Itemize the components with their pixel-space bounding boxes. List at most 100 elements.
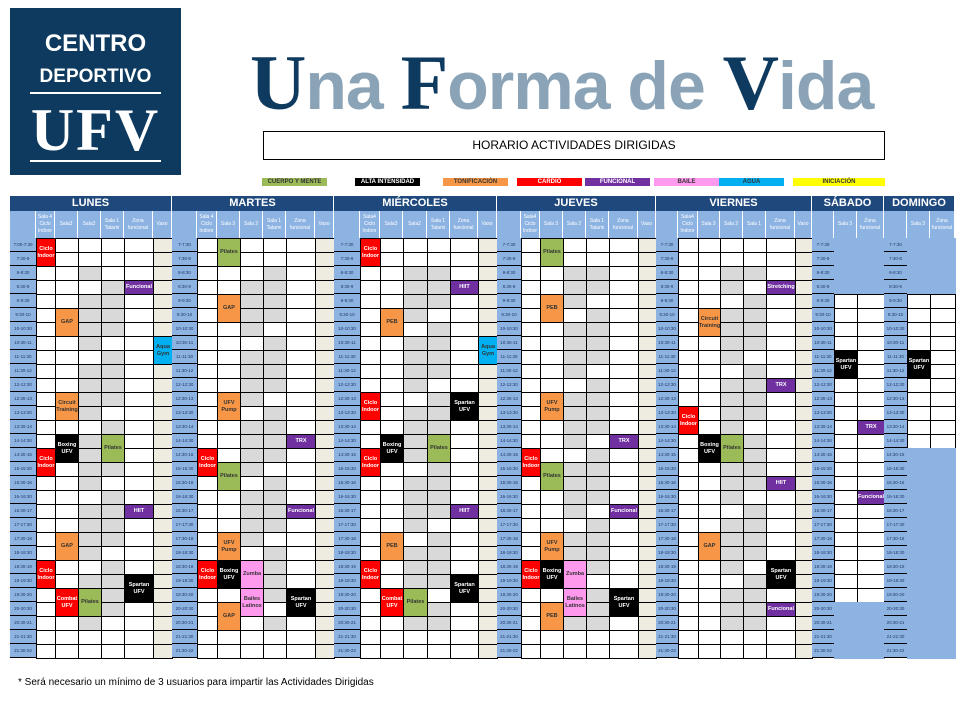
page-title: HORARIO ACTIVIDADES DIRIGIDAS <box>263 131 885 160</box>
time-slot-label: 7-7:30 <box>812 238 834 252</box>
schedule-cell <box>720 490 744 505</box>
time-slot-label: 17:30-18 <box>334 532 360 546</box>
slogan: Una Forma de Vida <box>250 38 874 128</box>
column-header-room: Sala 3 <box>217 211 240 238</box>
schedule-cell <box>766 448 796 463</box>
activity-pilates: Pilates <box>720 434 744 463</box>
schedule-cell <box>609 294 639 309</box>
schedule-cell <box>101 560 125 575</box>
schedule-cell <box>766 238 796 253</box>
schedule-cell <box>263 616 287 631</box>
schedule-cell <box>720 420 744 435</box>
time-slot-label: 13:30-14 <box>10 420 36 434</box>
time-slot-label: 19-19:30 <box>10 574 36 588</box>
time-slot-label: 8-8:30 <box>497 266 521 280</box>
time-slot-label: 19-19:30 <box>172 574 197 588</box>
schedule-cell <box>478 280 498 295</box>
schedule-cell <box>427 308 451 323</box>
activity-aqua-gym: Aqua Gym <box>153 336 173 365</box>
schedule-cell <box>217 350 241 365</box>
schedule-cell <box>698 266 721 281</box>
schedule-cell <box>907 266 931 281</box>
time-slot-label: 9:30-10 <box>497 308 521 322</box>
schedule-cell <box>36 532 56 547</box>
time-slot-label: 15:30-16 <box>884 476 907 490</box>
schedule-cell <box>478 322 498 337</box>
schedule-cell <box>101 546 125 561</box>
time-slot-label: 14:30-15 <box>334 448 360 462</box>
time-slot-label: 18-18:30 <box>334 546 360 560</box>
schedule-cell <box>930 266 956 281</box>
schedule-cell <box>698 504 721 519</box>
schedule-cell <box>55 560 79 575</box>
schedule-cell <box>930 588 956 603</box>
column-header-room: Sala 1 Tatami <box>427 211 450 238</box>
time-slot-label: 7:30-8 <box>812 252 834 266</box>
schedule-cell <box>427 336 451 351</box>
schedule-cell <box>78 336 102 351</box>
schedule-cell <box>101 294 125 309</box>
time-slot-label: 12:30-13 <box>497 392 521 406</box>
schedule-cell <box>563 448 587 463</box>
schedule-cell <box>78 504 102 519</box>
schedule-cell <box>124 490 154 505</box>
time-slot-label: 21-21:30 <box>172 630 197 644</box>
schedule-cell <box>795 350 813 365</box>
schedule-cell <box>124 378 154 393</box>
time-slot-label: 15:30-16 <box>497 476 521 490</box>
schedule-cell <box>286 630 316 645</box>
schedule-cell <box>678 616 699 631</box>
time-slot-label: 10-10:30 <box>812 322 834 336</box>
schedule-cell <box>197 630 218 645</box>
schedule-cell <box>403 616 428 631</box>
schedule-cell <box>609 322 639 337</box>
schedule-cell <box>907 616 931 631</box>
schedule-cell <box>101 420 125 435</box>
schedule-cell <box>930 378 956 393</box>
schedule-cell <box>315 392 335 407</box>
schedule-cell <box>36 336 56 351</box>
schedule-cell <box>197 532 218 547</box>
schedule-cell <box>795 532 813 547</box>
schedule-cell <box>450 378 479 393</box>
slogan-part: orma de <box>447 48 723 124</box>
time-slot-label: 17:30-18 <box>812 532 834 546</box>
activity-bailes-latinos: Bailes Latinos <box>563 588 587 617</box>
schedule-cell <box>286 336 316 351</box>
schedule-cell <box>930 420 956 435</box>
schedule-cell <box>478 490 498 505</box>
schedule-cell <box>609 406 639 421</box>
time-slot-label: 21:30-22 <box>497 644 521 658</box>
schedule-cell <box>124 644 154 659</box>
schedule-cell <box>263 322 287 337</box>
day-header-lunes: LUNES <box>10 196 172 211</box>
schedule-cell <box>638 280 657 295</box>
schedule-cell <box>153 308 173 323</box>
schedule-cell <box>315 406 335 421</box>
schedule-cell <box>153 280 173 295</box>
schedule-cell <box>153 532 173 547</box>
schedule-cell <box>586 420 610 435</box>
schedule-cell <box>930 476 956 491</box>
schedule-cell <box>638 448 657 463</box>
schedule-cell <box>263 266 287 281</box>
time-slot-label: 19:30-20 <box>812 588 834 602</box>
schedule-cell <box>101 616 125 631</box>
time-slot-label: 15-15:30 <box>10 462 36 476</box>
time-slot-label: 10:30-11 <box>334 336 360 350</box>
schedule-cell <box>743 616 767 631</box>
schedule-cell <box>197 490 218 505</box>
time-slot-label: 14:30-15 <box>172 448 197 462</box>
schedule-cell <box>360 434 381 449</box>
time-slot-label: 17-17:30 <box>656 518 678 532</box>
schedule-cell <box>217 420 241 435</box>
activity-pilates: Pilates <box>540 462 564 491</box>
schedule-cell <box>427 420 451 435</box>
schedule-cell <box>766 364 796 379</box>
time-slot-label: 9:30-10 <box>812 308 834 322</box>
schedule-cell <box>315 546 335 561</box>
schedule-cell <box>795 294 813 309</box>
schedule-cell <box>78 546 102 561</box>
schedule-cell <box>427 560 451 575</box>
schedule-cell <box>360 546 381 561</box>
